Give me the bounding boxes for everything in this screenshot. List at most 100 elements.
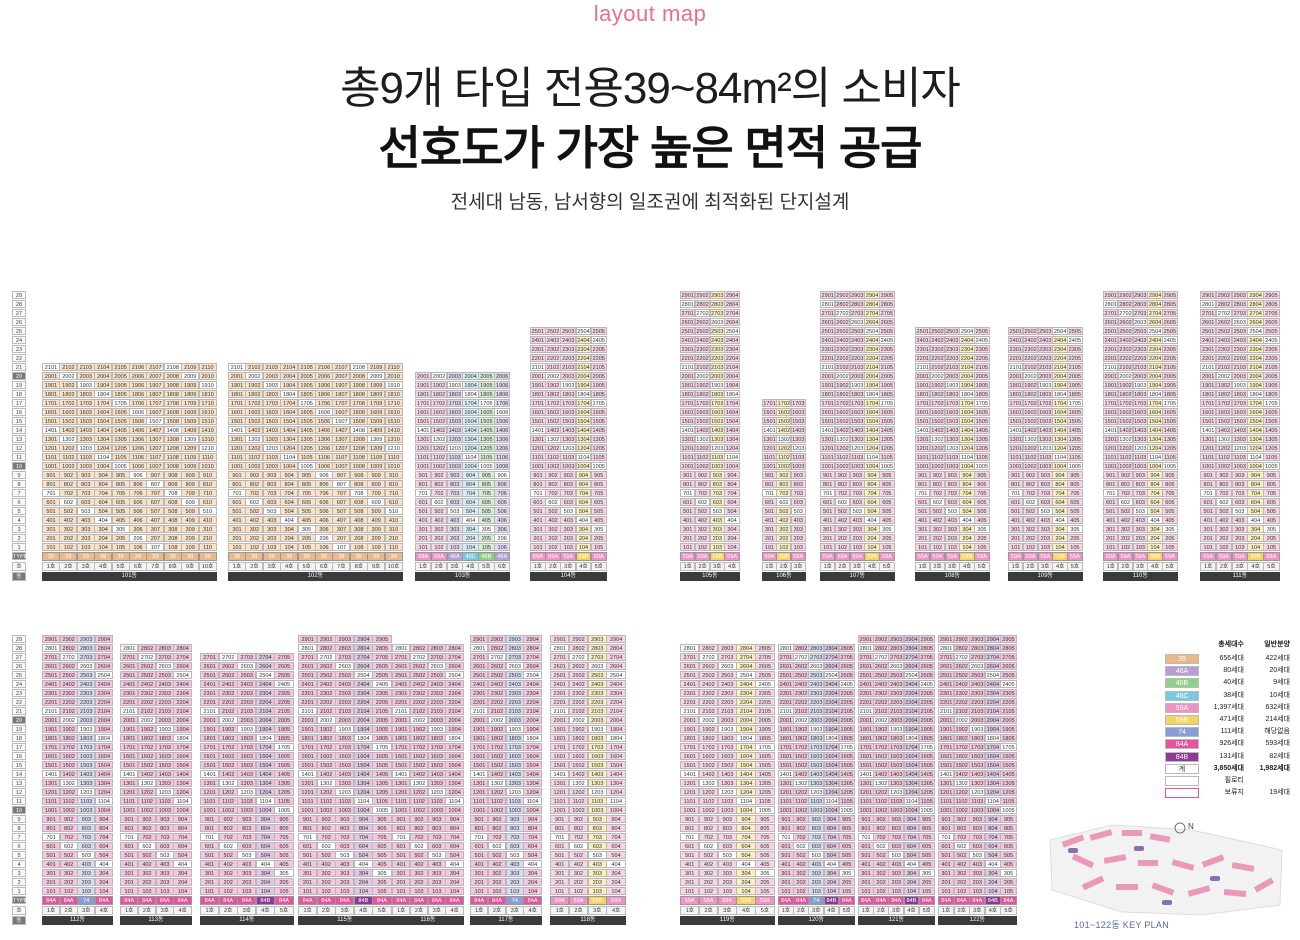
unit-cell: 1801 [820, 390, 836, 398]
floor-label: 25 [12, 671, 26, 679]
unit-cell: 503 [888, 851, 905, 859]
unit-cell: 1303 [1231, 435, 1248, 443]
unit-cell: 1710 [198, 399, 217, 407]
unit-type-cell: 84A [120, 896, 139, 905]
unit-cell: 503 [1037, 507, 1053, 515]
unit-cell: 1405 [297, 426, 316, 434]
unit-cell: 1204 [984, 788, 1001, 796]
unit-cell: 906 [494, 471, 511, 479]
unit-cell: 2601 [820, 318, 836, 326]
unit-cell: 605 [274, 842, 294, 850]
unit-cell: 1010 [198, 462, 217, 470]
unit-cell: 805 [590, 480, 607, 488]
unit-cell: 101 [1008, 543, 1024, 551]
unit-cell: 2203 [335, 698, 355, 706]
unit-cell: 1304 [94, 779, 113, 787]
unit-cell: 102 [409, 887, 429, 895]
unit-cell: 803 [849, 480, 865, 488]
unit-cell: 1103 [427, 797, 446, 805]
unit-cell: 2304 [864, 345, 880, 353]
unit-cell: 701 [1008, 489, 1024, 497]
unit-cell: 1304 [606, 779, 626, 787]
unit-cell: 1702 [409, 743, 429, 751]
unit-cell: 1005 [1067, 462, 1083, 470]
unit-cell: 1203 [335, 788, 355, 796]
unit-cell: 203 [717, 878, 737, 886]
unit-cell: 903 [237, 815, 257, 823]
unit-cell: 1506 [315, 417, 333, 425]
legend-total: 3,850세대 [1213, 764, 1244, 772]
unit-cell: 1705 [879, 399, 895, 407]
unit-cell: 2704 [736, 653, 756, 661]
unit-cell: 1102 [1117, 453, 1134, 461]
unit-cell: 202 [1117, 534, 1134, 542]
unit-cell: 1803 [237, 734, 257, 742]
unit-cell: 508 [349, 507, 368, 515]
legend-total: 80세대 [1223, 667, 1244, 675]
unit-cell: 2001 [470, 716, 489, 724]
unit-cell: 305 [918, 869, 935, 877]
unit-cell: 204 [984, 878, 1001, 886]
unit-cell: 2604 [1147, 318, 1163, 326]
unit-cell: 2805 [1263, 300, 1280, 308]
legend-row: 74 111세대 해당없음 [1040, 727, 1290, 738]
unit-cell: 1103 [76, 453, 95, 461]
floor-label: 7 [12, 489, 26, 497]
unit-cell: 805 [111, 480, 130, 488]
unit-cell: 701 [120, 833, 139, 841]
ho-cell: 5호 [918, 906, 935, 915]
unit-cell: 304 [959, 525, 975, 533]
unit-cell: 1304 [445, 779, 464, 787]
unit-cell: 1801 [550, 734, 570, 742]
unit-cell: 2204 [736, 698, 756, 706]
unit-cell: 2602 [409, 662, 429, 670]
unit-cell: 2505 [372, 671, 392, 679]
ho-cell: 1호 [200, 906, 220, 915]
unit-cell: 1602 [218, 752, 238, 760]
unit-cell: 1005 [974, 462, 990, 470]
unit-cell: 1701 [228, 399, 246, 407]
unit-cell: 2404 [724, 336, 740, 344]
unit-cell: 1301 [778, 779, 794, 787]
unit-cell: 701 [778, 833, 794, 841]
unit-cell: 2805 [1162, 300, 1178, 308]
unit-cell: 905 [297, 471, 316, 479]
unit-cell: 202 [59, 878, 78, 886]
unit-cell: 2002 [568, 716, 589, 724]
floor-label: 21 [12, 363, 26, 371]
unit-cell: 2804 [984, 644, 1001, 652]
unit-cell: 1901 [1200, 381, 1217, 389]
floor-label: 13 [12, 779, 26, 787]
unit-cell: 2503 [155, 671, 174, 679]
dong-label: 106동 [762, 572, 806, 581]
unit-cell: 1309 [181, 435, 200, 443]
unit-type-cell: 84A [838, 896, 855, 905]
unit-cell: 2402 [694, 336, 711, 344]
unit-type-cell: 84B [353, 896, 373, 905]
unit-cell: 2704 [94, 653, 113, 661]
unit-cell: 2703 [155, 653, 174, 661]
unit-cell: 401 [820, 516, 836, 524]
unit-cell: 2405 [755, 680, 775, 688]
unit-cell: 1309 [367, 435, 386, 443]
unit-cell: 702 [59, 489, 78, 497]
unit-cell: 2501 [470, 671, 489, 679]
unit-cell: 2102 [873, 707, 889, 715]
unit-cell: 1103 [335, 797, 355, 805]
unit-cell: 1404 [1247, 426, 1264, 434]
unit-cell: 202 [793, 878, 809, 886]
unit-cell: 2301 [200, 689, 220, 697]
unit-cell: 1004 [1247, 462, 1264, 470]
unit-cell: 804 [94, 824, 113, 832]
ho-cell: 2호 [1215, 562, 1233, 571]
legend-head-general: 일반분양 [1264, 641, 1290, 648]
unit-cell: 2103 [808, 707, 825, 715]
unit-cell: 1602 [1117, 408, 1134, 416]
unit-type-cell: 59A [1008, 552, 1024, 561]
unit-cell: 202 [834, 534, 851, 542]
unit-cell: 2703 [717, 653, 737, 661]
unit-type-cell: 59A [755, 896, 775, 905]
unit-cell: 2201 [778, 698, 794, 706]
unit-cell: 1405 [755, 770, 775, 778]
unit-cell: 1905 [918, 725, 935, 733]
